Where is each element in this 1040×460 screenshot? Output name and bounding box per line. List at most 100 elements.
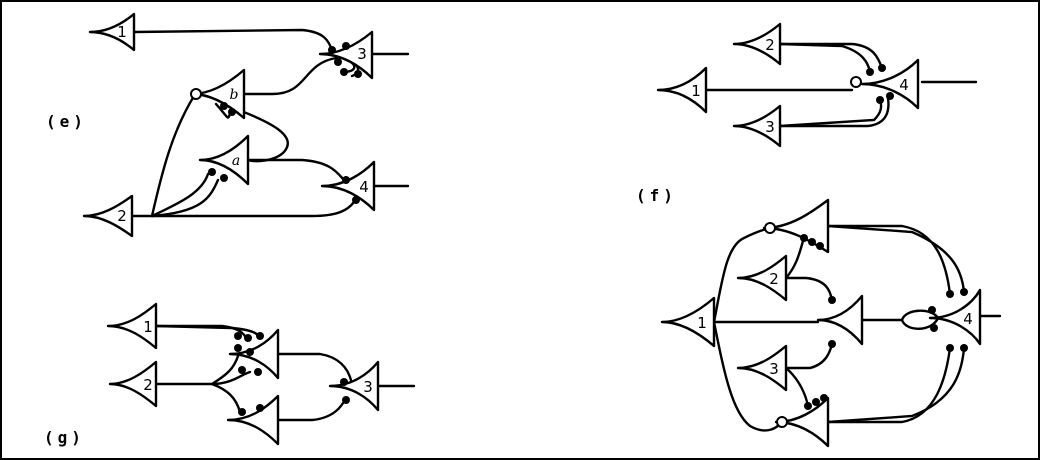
synapse-h-t3 <box>816 242 824 250</box>
axon-h2-to-top <box>784 236 806 280</box>
axon-g2-to-top <box>154 354 240 386</box>
axon-gbottom-to-3 <box>276 396 348 422</box>
synapse-e-b1 <box>220 102 228 110</box>
synapse-g-t2 <box>244 334 252 342</box>
synapse-h-m1 <box>828 296 836 304</box>
neuron-g1-label: 1 <box>143 318 153 336</box>
axon-hmid-to-4-loop <box>860 309 940 330</box>
neuron-e2 <box>82 194 134 238</box>
synapse-e-4b <box>352 196 360 204</box>
synapse-h-4a <box>946 290 954 298</box>
synapse-g-t4 <box>234 344 242 352</box>
axon-e1-to-3 <box>132 28 334 52</box>
neuron-h4 <box>928 288 982 346</box>
synapse-f-4d <box>886 92 894 100</box>
inhibitory-synapse-h-bottom <box>776 416 788 428</box>
neuron-eb-label: b <box>230 87 239 103</box>
neuron-h2-label: 2 <box>769 270 779 288</box>
panel-f: (f) 2 1 4 3 <box>636 22 978 205</box>
synapse-h-t2 <box>808 238 816 246</box>
axon-h3-to-middle <box>784 342 834 370</box>
neuron-e1-label: 1 <box>117 23 127 41</box>
inhibitory-synapse-f4 <box>850 76 862 88</box>
inhibitory-synapse-eb <box>190 88 202 100</box>
axon-h1-to-bottom <box>712 320 782 432</box>
axon-gtop-to-3 <box>276 352 354 386</box>
synapse-e-b2 <box>228 108 236 116</box>
synapse-g-3a <box>340 378 348 386</box>
synapse-e-3b <box>342 42 350 50</box>
axon-f3-to-4a <box>778 96 890 128</box>
synapse-e-3a <box>328 46 336 54</box>
synapse-f-4a <box>866 68 874 76</box>
neuron-g2 <box>108 360 158 408</box>
neuron-eb <box>190 68 246 120</box>
synapse-e-3d <box>354 70 362 78</box>
synapse-g-b1 <box>238 408 246 416</box>
synapse-h-4b <box>960 288 968 296</box>
axon-hbottom-to-4a <box>826 346 952 424</box>
panel-g: (g) 1 2 3 <box>44 302 416 447</box>
neuron-e4-label: 4 <box>359 178 369 196</box>
axon-eb-to-3 <box>242 56 338 96</box>
neuron-ea <box>198 134 250 186</box>
neuron-e4 <box>320 160 376 212</box>
axon-htop-to-4b <box>826 224 966 294</box>
neuron-f2-label: 2 <box>765 36 775 54</box>
synapse-e-4a <box>342 176 350 184</box>
neuron-g3-label: 3 <box>363 378 373 396</box>
neuron-f1 <box>656 66 708 114</box>
axon-h3-to-bottom <box>784 366 810 408</box>
axon-htop-to-4a <box>826 224 952 296</box>
synapse-g-t1 <box>234 332 242 340</box>
synapse-h-m2 <box>828 340 836 348</box>
neuron-g-hidden-bottom <box>226 394 280 446</box>
panel-f-label: (f) <box>636 186 677 205</box>
synapse-h-t1 <box>800 234 808 242</box>
inhibitory-synapse-h-top <box>764 222 776 234</box>
synapse-e-3c <box>334 58 342 66</box>
neuron-h3-label: 3 <box>769 360 779 378</box>
axon-e2-to-a2 <box>150 178 220 218</box>
synapse-f-4b <box>878 64 886 72</box>
synapse-h-4d <box>930 324 938 332</box>
synapse-g-t6 <box>238 366 246 374</box>
neuron-e3-label: 3 <box>357 45 367 63</box>
synapse-g-t5 <box>246 348 254 356</box>
synapse-h-4e <box>946 344 954 352</box>
neuron-f3 <box>732 104 782 148</box>
axon-ea-to-4 <box>246 158 346 182</box>
panel-h: 1 2 3 4 <box>660 198 1002 448</box>
synapse-f-4c <box>876 96 884 104</box>
synapse-g-3b <box>342 396 350 404</box>
neuron-h1 <box>660 296 716 348</box>
panel-e-label: (e) <box>46 112 87 131</box>
axon-e2-to-4 <box>150 200 356 218</box>
neuron-f4-label: 4 <box>899 76 909 94</box>
neuron-f1-label: 1 <box>691 82 701 100</box>
synapse-e-a2 <box>220 174 228 182</box>
axon-e2-to-a1 <box>150 172 210 218</box>
synapse-e-3e <box>340 68 348 76</box>
neuron-g3 <box>328 360 380 412</box>
neuron-h2 <box>736 254 788 302</box>
synapse-h-b2 <box>812 398 820 406</box>
axon-f2-to-4b <box>778 42 872 74</box>
axon-e2-to-b <box>150 94 196 218</box>
synapse-h-b3 <box>820 394 828 402</box>
neuron-e1 <box>88 12 136 52</box>
neuron-h-hidden-middle <box>816 294 864 346</box>
synapse-g-t7 <box>254 368 262 376</box>
synapse-h-b1 <box>804 402 812 410</box>
neuron-e3 <box>318 30 374 80</box>
panel-e: (e) 1 b 3 a 4 2 <box>46 12 410 238</box>
neuron-h4-label: 4 <box>963 310 973 328</box>
neuron-h3 <box>736 344 788 392</box>
synapse-g-b2 <box>256 404 264 412</box>
neuron-g2-label: 2 <box>143 376 153 394</box>
synapse-h-4c <box>928 306 936 314</box>
neuron-g1 <box>106 302 158 350</box>
axon-h1-to-top <box>712 226 772 324</box>
